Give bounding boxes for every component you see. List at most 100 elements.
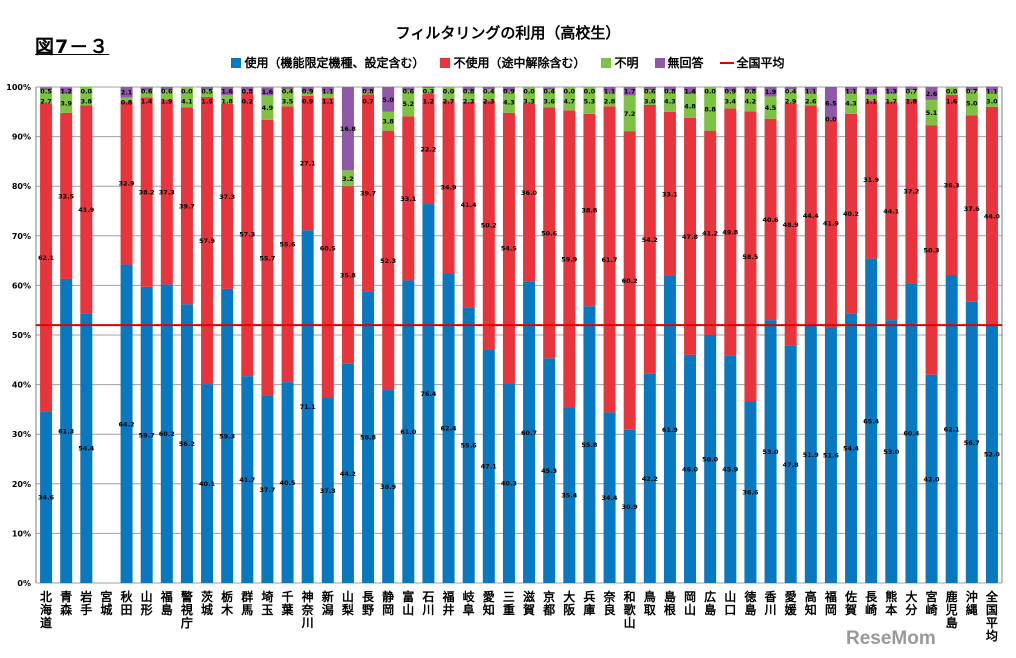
bar-segment bbox=[845, 92, 858, 114]
x-tick-label: 愛知 bbox=[482, 589, 495, 617]
y-tick-label: 70% bbox=[12, 232, 31, 241]
bar-segment bbox=[583, 306, 596, 583]
x-tick-label: 島根 bbox=[664, 589, 676, 617]
bar-segment bbox=[341, 363, 354, 583]
bar-segment bbox=[442, 273, 455, 583]
data-label: 33.1 bbox=[662, 190, 679, 198]
data-label: 45.9 bbox=[722, 466, 739, 474]
bar-segment bbox=[40, 103, 53, 412]
bar-segment bbox=[502, 112, 515, 384]
bar-segment bbox=[221, 87, 234, 95]
data-label: 60.7 bbox=[521, 429, 537, 437]
data-label: 2.8 bbox=[604, 98, 616, 106]
bar-segment bbox=[845, 313, 858, 583]
x-tick-label: 群馬 bbox=[240, 589, 253, 617]
y-tick-label: 50% bbox=[12, 331, 31, 340]
x-tick-label: 新潟 bbox=[322, 589, 334, 617]
data-label: 2.3 bbox=[463, 98, 475, 106]
y-tick-label: 0% bbox=[17, 579, 31, 588]
data-label: 0.9 bbox=[302, 98, 314, 106]
data-label: 0.8 bbox=[362, 88, 374, 96]
y-tick-label: 90% bbox=[12, 133, 31, 142]
y-tick-label: 10% bbox=[12, 529, 31, 538]
data-label: 3.8 bbox=[382, 118, 394, 126]
bar-segment bbox=[482, 349, 495, 583]
bar-segment bbox=[583, 113, 596, 307]
data-label: 38.8 bbox=[581, 207, 598, 215]
x-tick-label: 宮崎 bbox=[926, 589, 938, 617]
bar-segment bbox=[120, 101, 133, 265]
data-label: 62.4 bbox=[441, 425, 458, 433]
bar-segment bbox=[804, 325, 817, 583]
data-label: 40.3 bbox=[501, 480, 517, 488]
x-tick-label: 秋田 bbox=[121, 589, 134, 617]
data-label: 0.6 bbox=[644, 88, 656, 96]
x-tick-label: 福島 bbox=[160, 589, 173, 617]
data-label: 4.3 bbox=[845, 100, 857, 108]
x-tick-label: 佐賀 bbox=[844, 589, 857, 617]
x-tick-label: 岡山 bbox=[684, 590, 696, 617]
data-label: 2.3 bbox=[483, 98, 495, 106]
x-tick-label: 岩手 bbox=[79, 589, 92, 617]
bar-segment bbox=[502, 383, 515, 583]
bar-segment bbox=[985, 106, 998, 326]
data-label: 3.4 bbox=[725, 98, 737, 106]
data-label: 61.9 bbox=[662, 426, 679, 434]
data-label: 55.7 bbox=[259, 254, 275, 262]
data-label: 45.3 bbox=[541, 467, 557, 475]
data-label: 65.4 bbox=[863, 417, 880, 425]
data-label: 58.8 bbox=[360, 434, 377, 442]
bar-segment bbox=[865, 258, 878, 583]
bar-segment bbox=[684, 93, 697, 118]
data-label: 1.9 bbox=[765, 88, 777, 96]
data-label: 5.2 bbox=[403, 100, 415, 108]
data-label: 54.2 bbox=[642, 236, 658, 244]
bar-segment bbox=[261, 396, 274, 583]
bar-segment bbox=[402, 280, 415, 583]
data-label: 36.6 bbox=[742, 489, 759, 497]
data-label: 0.4 bbox=[282, 88, 294, 96]
bar-segment bbox=[422, 93, 435, 205]
x-tick-label: 愛媛 bbox=[784, 589, 798, 617]
data-label: 56.7 bbox=[964, 439, 980, 447]
bar-segment bbox=[482, 100, 495, 350]
bar-segment bbox=[201, 96, 214, 385]
bar-segment bbox=[40, 411, 53, 583]
data-label: 47.1 bbox=[481, 463, 498, 471]
data-label: 0.8 bbox=[242, 88, 254, 96]
bar-segment bbox=[885, 86, 898, 93]
bar-segment bbox=[804, 87, 817, 93]
x-tick-label: 山口 bbox=[724, 589, 736, 617]
bar-segment bbox=[60, 87, 73, 94]
bar-segment bbox=[965, 115, 978, 302]
bar-segment bbox=[462, 101, 475, 308]
legend-line bbox=[719, 61, 734, 64]
bar-segment bbox=[140, 90, 153, 98]
x-tick-label: 山形 bbox=[141, 589, 153, 617]
bar-segment bbox=[60, 278, 73, 583]
bar-segment bbox=[221, 288, 234, 583]
x-tick-label: 滋賀 bbox=[522, 589, 535, 617]
data-label: 57.9 bbox=[199, 237, 216, 245]
bar-segment bbox=[643, 373, 656, 583]
data-label: 41.9 bbox=[78, 206, 95, 214]
bar-segment bbox=[341, 87, 354, 171]
bar-segment bbox=[663, 90, 676, 112]
data-label: 1.9 bbox=[161, 98, 173, 106]
data-label: 35.8 bbox=[340, 271, 357, 279]
bar-segment bbox=[160, 284, 173, 583]
bar-segment bbox=[623, 429, 636, 583]
data-label: 0.0 bbox=[181, 88, 193, 96]
data-label: 39.7 bbox=[360, 189, 376, 197]
bar-segment bbox=[442, 100, 455, 274]
data-label: 0.4 bbox=[483, 88, 495, 96]
bar-segment bbox=[301, 230, 314, 583]
data-label: 4.5 bbox=[765, 104, 777, 112]
data-label: 60.2 bbox=[159, 430, 175, 438]
bar-segment bbox=[502, 87, 515, 92]
bar-segment bbox=[764, 118, 777, 321]
bar-segment bbox=[180, 107, 193, 305]
bar-segment bbox=[603, 87, 616, 93]
data-label: 55.6 bbox=[280, 241, 297, 249]
x-tick-label: 兵庫 bbox=[583, 589, 595, 617]
